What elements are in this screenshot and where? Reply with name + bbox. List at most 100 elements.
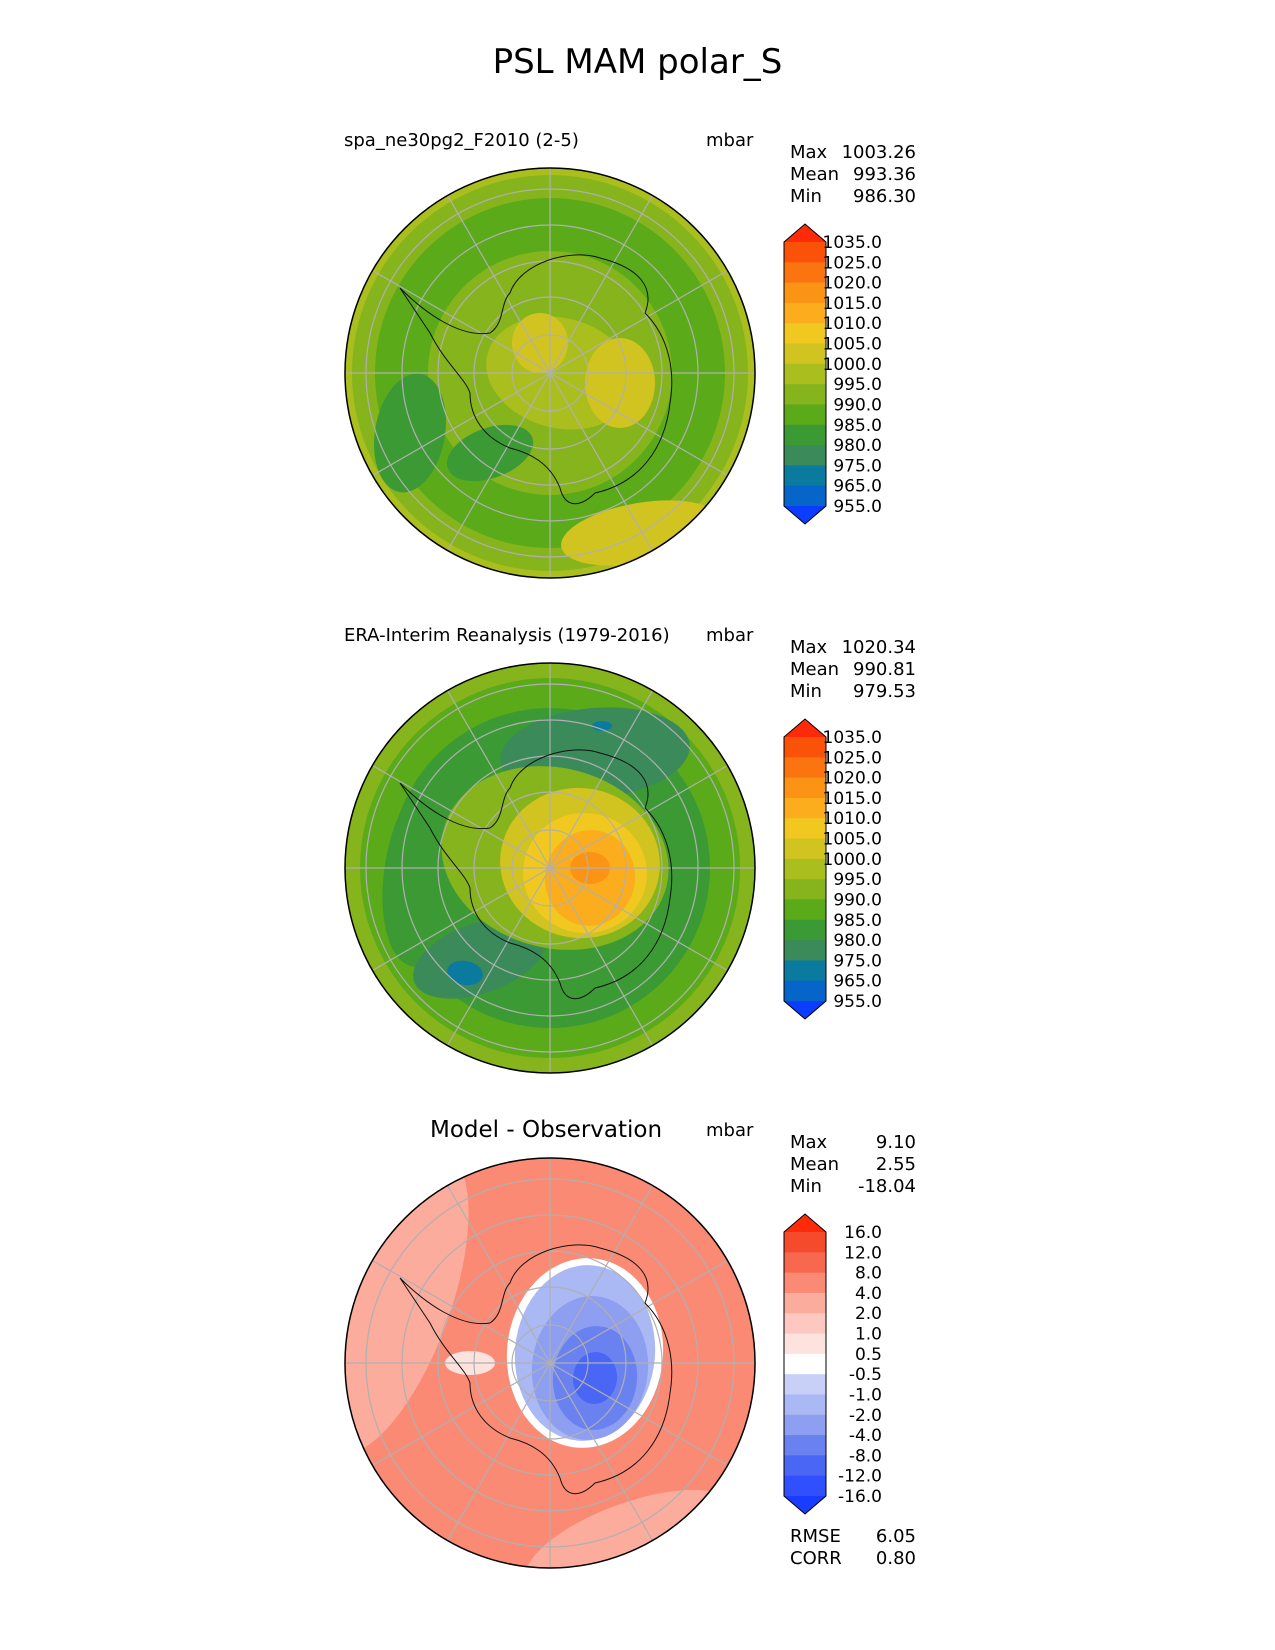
colorbar-tick-label: 985.0 [833,911,882,931]
colorbar-bin [784,1455,826,1477]
stat-value: 990.81 [853,659,916,680]
stat-value: 2.55 [875,1154,916,1175]
meridian-line [549,1362,728,1467]
colorbar-bin [784,1374,826,1395]
meridian-line [549,269,728,374]
colorbar-tick-label: 1025.0 [823,253,882,273]
panel-3-units: mbar [706,1120,754,1141]
stat-label: Mean [790,1154,840,1175]
meridian-line [372,269,551,374]
colorbar-bin [784,1353,826,1375]
field-contour [447,960,483,986]
panel-3-title: Model - Observation [430,1117,663,1143]
colorbar-bin [784,899,826,921]
meridian-line [549,372,728,477]
stat-value: -18.04 [857,1176,916,1197]
meridian-line [549,690,654,869]
graticule [345,168,755,578]
colorbar-tick-label: 1035.0 [823,728,882,748]
metric-label: CORR [790,1548,842,1569]
meridian-line [446,195,551,374]
meridian-line [372,1362,551,1467]
meridian-line [446,1185,551,1364]
colorbar-bin [784,363,826,385]
colorbar-tick-label: 1005.0 [823,830,882,850]
panel-1-title: spa_ne30pg2_F2010 (2-5) [344,130,579,151]
meridian-line [372,372,551,477]
stat-label: Max [790,142,828,163]
colorbar-tick-label: 1015.0 [823,789,882,809]
colorbar-bin [784,960,826,982]
colorbar-tick-label: -16.0 [838,1487,882,1507]
colorbar-bin [784,1475,826,1497]
colorbar-bin [784,1435,826,1456]
colorbar-tick-label: -2.0 [849,1406,882,1426]
colorbar-tick-label: 2.0 [855,1304,882,1324]
colorbar-bin [784,465,826,487]
colorbar-tick-label: 985.0 [833,416,882,436]
colorbar-bin [784,737,826,758]
colorbar-extend-max [784,1214,826,1232]
colorbar-tick-label: 1020.0 [823,769,882,789]
colorbar-tick-label: 12.0 [844,1243,882,1263]
meridian-line [446,372,551,551]
colorbar-bin [784,940,826,961]
metric-value: 0.80 [875,1548,916,1569]
stat-label: Mean [790,659,840,680]
colorbar-extend-max [784,719,826,737]
field-contour [585,338,655,428]
colorbar-tick-label: 8.0 [855,1264,882,1284]
colorbar-tick-label: 965.0 [833,477,882,497]
panel-3-metrics: RMSE 6.05 CORR 0.80 [790,1526,916,1570]
meridian-line [372,1259,551,1364]
field-contour [525,1489,735,1568]
field-contour [678,1535,722,1568]
colorbar-bin [784,404,826,426]
panel-2-units: mbar [706,625,754,646]
map-boundary [344,1157,756,1569]
meridian-line [549,764,728,869]
stat-label: Min [790,186,822,207]
meridian-line [446,1362,551,1541]
stat-value: 1003.26 [841,142,916,163]
panel-3-polar-map [344,1157,756,1569]
stat-value: 986.30 [853,186,916,207]
stat-label: Min [790,1176,822,1197]
panel-2-polar-map [344,662,756,1074]
meridian-line [372,867,551,972]
field-contour [373,373,447,493]
colorbar-bin [784,323,826,345]
colorbar-bin [784,485,826,507]
stat-value: 9.10 [875,1132,916,1153]
field-contour [572,1352,618,1404]
colorbar-tick-label: 1010.0 [823,314,882,334]
coastline [399,1244,673,1495]
colorbar-tick-label: 16.0 [844,1223,882,1243]
colorbar-tick-label: 1010.0 [823,809,882,829]
colorbar-tick-label: -12.0 [838,1467,882,1487]
colorbar-tick-label: 955.0 [833,992,882,1012]
panel-3-stats: Max 9.10 Mean 2.55 Min -18.04 [790,1132,916,1198]
colorbar-tick-label: -0.5 [849,1365,882,1385]
panel-2-stats: Max 1020.34 Mean 990.81 Min 979.53 [790,637,916,703]
colorbar-tick-label: 1000.0 [823,355,882,375]
colorbar-bin [784,919,826,941]
colorbar-extend-min [784,1496,826,1514]
colorbar-bin [784,343,826,365]
colorbar-bin [784,777,826,799]
meridian-line [549,867,728,972]
colorbar-bin [784,424,826,446]
colorbar-tick-label: 1005.0 [823,335,882,355]
panel-1-units: mbar [706,130,754,151]
metric-label: RMSE [790,1526,841,1547]
panel-3-colorbar: -16.0-12.0-8.0-4.0-2.0-1.0-0.50.51.02.04… [783,1213,882,1515]
panel-1-colorbar: 955.0965.0975.0980.0985.0990.0995.01000.… [783,223,882,525]
colorbar-bin [784,445,826,466]
colorbar-tick-label: 0.5 [855,1345,882,1365]
meridian-line [549,1362,654,1541]
colorbar-outline [783,718,827,1020]
colorbar-tick-label: 1020.0 [823,274,882,294]
colorbar-tick-label: 955.0 [833,497,882,517]
panel-1-polar-map [344,167,756,579]
panel-2-title: ERA-Interim Reanalysis (1979-2016) [344,625,670,646]
